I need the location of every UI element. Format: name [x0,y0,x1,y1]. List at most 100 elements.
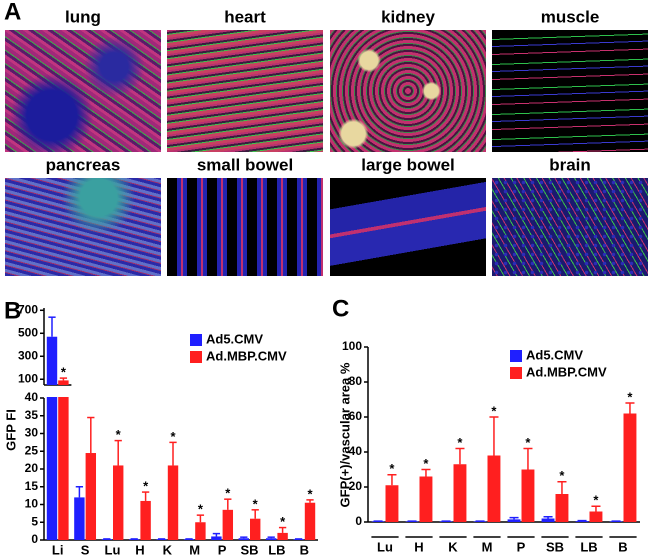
legend-swatch [190,334,202,346]
bar [385,485,399,522]
bar [521,469,535,522]
pancreas-image [5,178,161,276]
bar [85,453,97,540]
y-tick-label: 20 [25,461,39,475]
bar [58,397,69,540]
panel-label: A [4,0,21,25]
x-tick-label: SB [240,542,258,557]
significance-marker: * [525,435,531,450]
bar [541,518,555,522]
bar [211,536,222,540]
tissue-label: lung [65,7,101,26]
bar [58,380,69,385]
x-tick-label: K [448,539,458,554]
y-tick-label: 60 [349,409,363,423]
bar [46,336,58,385]
y-tick-label: 35 [25,408,39,422]
legend-swatch [190,351,202,363]
y-tick-label: 10 [25,497,39,511]
y-tick-label: 80 [349,374,363,388]
significance-marker: * [423,456,429,471]
x-tick-label: LB [580,539,597,554]
x-tick-label: P [517,539,526,554]
y-tick-label: 15 [25,479,39,493]
legend-label: Ad5.CMV [206,331,263,346]
significance-marker: * [559,468,565,483]
y-tick-label: 40 [349,444,363,458]
y-tick-label: 500 [18,325,38,339]
bar [453,464,467,522]
bar [555,494,569,522]
significance-marker: * [593,493,599,508]
x-tick-label: Lu [105,542,121,557]
y-tick-label: 40 [25,390,39,404]
y-tick-label: 20 [349,479,363,493]
bar [265,538,277,540]
bar [195,522,206,540]
x-tick-label: P [218,542,227,557]
y-tick-label: 300 [18,348,38,362]
legend-swatch [510,350,522,362]
y-tick-label: 0 [355,514,362,528]
x-tick-label: B [618,539,627,554]
tissue-label: brain [549,155,591,174]
y-tick-label: 5 [31,514,38,528]
significance-marker: * [253,496,259,511]
tissue-label: kidney [381,7,435,26]
brain-image [492,178,648,276]
y-tick-label: 30 [25,426,39,440]
legend-label: Ad5.CMV [526,347,583,362]
bar [46,397,58,540]
x-tick-label: H [414,539,423,554]
y-axis-label: GFP(+)/vascular area % [337,362,352,507]
x-tick-label: S [81,542,90,557]
bar [589,511,603,522]
y-axis-label: GFP FI [3,409,18,451]
bar [277,532,288,540]
bar [623,413,637,522]
small-bowel-image [167,178,323,276]
y-tick-label: 700 [18,302,38,316]
y-tick-label: 100 [18,371,38,385]
x-tick-label: Li [52,542,64,557]
significance-marker: * [307,486,313,501]
significance-marker: * [198,502,204,517]
bar [74,497,85,540]
legend-label: Ad.MBP.CMV [206,348,287,363]
significance-marker: * [61,365,67,380]
significance-marker: * [389,461,395,476]
x-tick-label: M [482,539,493,554]
x-tick-label: H [135,542,144,557]
lung-image [5,30,161,152]
bar [507,519,521,522]
tissue-label: pancreas [46,155,121,174]
tissue-label: small bowel [197,155,293,174]
bar [222,509,234,540]
y-tick-label: 100 [342,339,362,353]
bar [140,500,151,540]
significance-marker: * [457,435,463,450]
tissue-label: large bowel [361,155,455,174]
significance-marker: * [627,389,633,404]
tissue-label: muscle [541,7,600,26]
x-tick-label: M [189,542,200,557]
y-tick-label: 0 [31,532,38,546]
bar [575,521,589,522]
significance-marker: * [170,429,176,444]
x-tick-label: Lu [377,539,393,554]
bar [419,476,433,522]
bar [113,465,124,540]
x-tick-label: K [163,542,173,557]
heart-image [167,30,323,152]
bar [487,455,501,522]
bar [250,518,261,540]
y-tick-label: 25 [25,443,39,457]
bar [238,538,249,540]
muscle-image [492,30,648,152]
bar [304,502,316,540]
significance-marker: * [225,486,231,501]
legend-swatch [510,367,522,379]
legend-label: Ad.MBP.CMV [526,364,607,379]
large-bowel-image [330,178,486,276]
